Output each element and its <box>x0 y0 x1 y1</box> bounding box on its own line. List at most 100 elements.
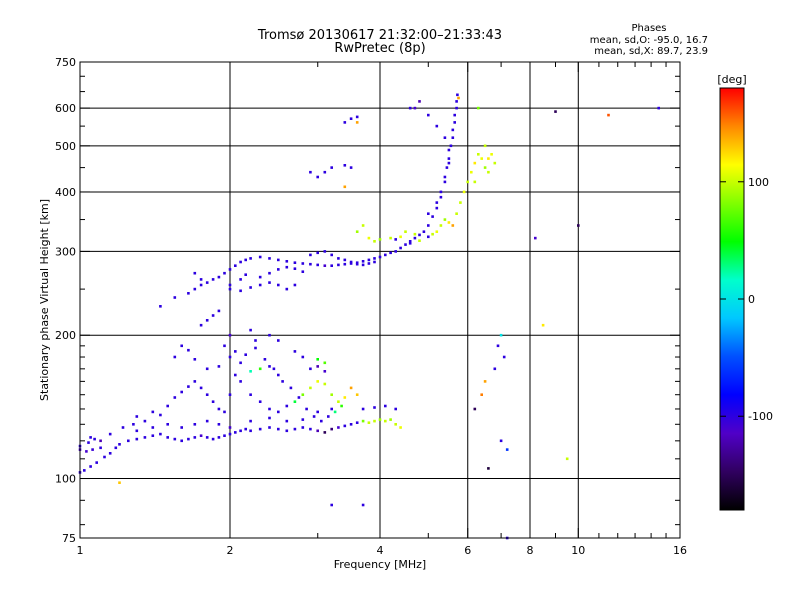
data-point-112 <box>211 278 215 281</box>
data-point-17 <box>143 436 147 439</box>
data-point-196 <box>473 180 477 184</box>
data-point-9 <box>85 450 88 453</box>
data-point-195 <box>487 170 490 174</box>
data-point-125 <box>301 262 305 265</box>
data-point-52 <box>378 418 382 421</box>
data-point-282 <box>249 328 252 332</box>
data-point-308 <box>239 278 242 281</box>
data-point-189 <box>466 180 469 184</box>
data-point-204 <box>349 166 353 169</box>
data-point-153 <box>449 144 453 148</box>
data-point-68 <box>199 386 203 390</box>
data-point-115 <box>228 268 232 271</box>
data-point-311 <box>316 251 319 255</box>
data-point-129 <box>330 264 333 267</box>
data-point-53 <box>384 419 387 423</box>
x-axis-label: Frequency [MHz] <box>334 558 426 571</box>
data-point-48 <box>355 421 359 424</box>
data-point-26 <box>205 436 209 439</box>
x-tick-label-6: 16 <box>673 544 687 557</box>
data-point-5 <box>108 452 112 455</box>
data-point-168 <box>277 268 280 271</box>
data-point-67 <box>193 380 197 383</box>
data-point-198 <box>349 117 353 120</box>
phase-stats-o: mean, sd,O: -95.0, 16.7 <box>590 35 708 46</box>
data-point-239 <box>361 503 365 507</box>
data-point-180 <box>413 232 417 236</box>
data-point-156 <box>455 100 458 103</box>
data-point-78 <box>228 333 232 337</box>
data-point-236 <box>565 457 569 461</box>
data-point-269 <box>180 426 183 429</box>
data-point-191 <box>473 161 477 165</box>
data-point-106 <box>159 305 162 308</box>
data-point-90 <box>323 382 327 386</box>
data-point-258 <box>327 415 330 418</box>
data-point-211 <box>427 113 430 117</box>
data-point-51 <box>373 419 376 423</box>
data-point-248 <box>244 353 247 356</box>
data-point-77 <box>223 344 226 348</box>
data-point-203 <box>343 164 347 167</box>
data-point-300 <box>447 157 451 160</box>
data-point-233 <box>577 224 580 227</box>
colorbar-tick-label-0: 100 <box>748 176 769 189</box>
data-point-163 <box>277 283 280 287</box>
data-point-57 <box>361 407 365 411</box>
data-point-192 <box>477 153 480 156</box>
data-point-260 <box>340 404 343 408</box>
data-point-142 <box>404 243 407 246</box>
data-point-116 <box>234 264 237 267</box>
data-point-255 <box>305 407 308 411</box>
data-point-44 <box>330 427 333 431</box>
data-point-207 <box>343 185 347 189</box>
data-point-172 <box>355 230 359 233</box>
data-point-295 <box>427 212 430 215</box>
data-point-124 <box>293 261 297 264</box>
x-tick-label-0: 1 <box>77 544 84 557</box>
data-point-158 <box>228 287 232 291</box>
data-point-86 <box>293 400 297 403</box>
data-point-206 <box>309 170 312 174</box>
data-point-174 <box>367 236 371 240</box>
data-point-62 <box>151 410 155 414</box>
data-point-15 <box>127 439 130 443</box>
data-point-146 <box>422 230 426 233</box>
data-point-186 <box>455 212 458 215</box>
data-point-103 <box>217 365 221 368</box>
data-point-144 <box>413 236 417 240</box>
data-point-166 <box>258 275 262 279</box>
data-point-29 <box>223 434 226 437</box>
axis-ticks <box>79 61 681 539</box>
data-point-285 <box>277 339 280 342</box>
data-point-49 <box>361 419 365 423</box>
x-tick-label-2: 4 <box>377 544 384 557</box>
data-point-27 <box>211 437 215 441</box>
data-point-20 <box>166 436 169 439</box>
data-point-151 <box>443 180 447 184</box>
data-point-228 <box>473 407 477 411</box>
data-point-278 <box>217 309 221 313</box>
data-point-30 <box>228 432 232 436</box>
y-axis-label: Stationary phase Virtual Height [km] <box>38 199 51 401</box>
data-point-83 <box>268 407 271 411</box>
data-point-21 <box>173 437 177 441</box>
data-point-175 <box>373 240 376 243</box>
data-point-45 <box>337 426 340 429</box>
data-point-160 <box>249 286 252 289</box>
data-point-145 <box>418 233 421 237</box>
data-point-85 <box>285 404 289 408</box>
data-point-32 <box>239 429 242 433</box>
x-tick-label-1: 2 <box>227 544 234 557</box>
data-point-152 <box>447 161 451 165</box>
data-point-247 <box>159 413 162 417</box>
data-point-137 <box>378 255 382 259</box>
data-point-120 <box>258 255 262 259</box>
data-point-72 <box>223 410 226 414</box>
data-point-318 <box>361 263 365 267</box>
data-point-220 <box>493 367 497 371</box>
data-point-40 <box>301 426 305 429</box>
data-point-88 <box>309 386 312 390</box>
data-point-61 <box>135 415 139 418</box>
data-point-209 <box>413 106 417 110</box>
